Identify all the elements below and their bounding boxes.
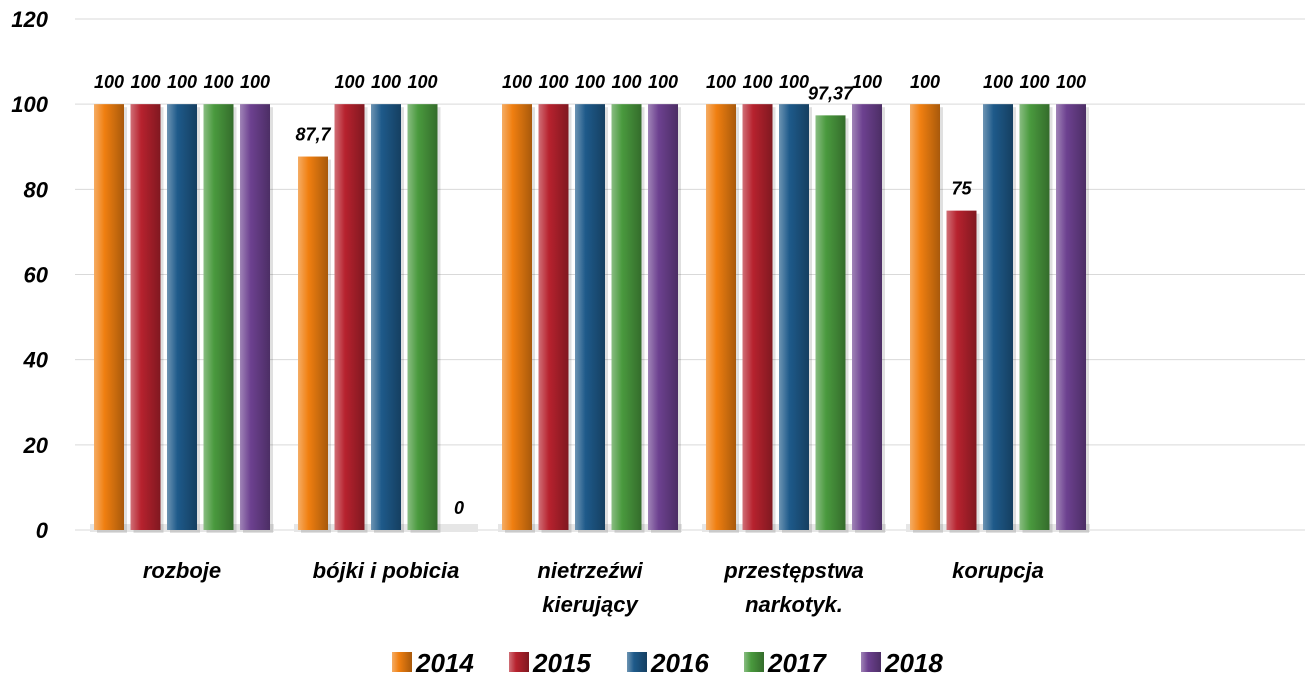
bar-2017-1 [407, 104, 438, 531]
data-label: 100 [538, 72, 568, 92]
bar-2018-2 [648, 104, 678, 531]
data-label: 100 [240, 72, 270, 92]
data-label: 87,7 [295, 125, 331, 145]
legend-item-2017: 2017 [744, 648, 827, 678]
bars [94, 104, 1089, 534]
legend-swatch [861, 652, 881, 672]
legend-swatch [509, 652, 529, 672]
legend-label: 2018 [884, 648, 943, 678]
category-label: bójki i pobicia [313, 558, 460, 583]
data-label: 100 [983, 72, 1013, 92]
bar-2016-1 [371, 104, 401, 531]
data-label: 100 [334, 72, 364, 92]
data-label: 0 [454, 498, 464, 518]
legend-item-2018: 2018 [861, 648, 943, 678]
y-tick-label: 0 [36, 518, 49, 543]
bar-2018-4 [1056, 104, 1086, 531]
data-label: 100 [130, 72, 160, 92]
bar-2018-0 [240, 104, 270, 531]
bar-2014-2 [502, 104, 532, 531]
legend-label: 2016 [650, 648, 709, 678]
data-label: 100 [852, 72, 882, 92]
bar-2015-2 [538, 104, 569, 531]
data-label: 100 [203, 72, 233, 92]
data-label: 100 [1056, 72, 1086, 92]
category-label: nietrzeźwi kierujący [537, 558, 643, 617]
legend-label: 2017 [767, 648, 827, 678]
bar-2017-3 [815, 115, 846, 530]
legend-swatch [744, 652, 764, 672]
legend-item-2014: 2014 [392, 648, 474, 678]
bar-2014-4 [910, 104, 940, 531]
bar-2016-3 [779, 104, 809, 531]
category-labels: rozboje bójki i pobicia nietrzeźwi kierując… [143, 558, 1044, 617]
data-label: 100 [779, 72, 809, 92]
legend-swatch [627, 652, 647, 672]
category-label: korupcja [952, 558, 1044, 583]
legend-item-2016: 2016 [627, 648, 709, 678]
bar-2014-0 [94, 104, 124, 531]
data-label: 100 [910, 72, 940, 92]
data-label: 100 [167, 72, 197, 92]
data-label: 100 [407, 72, 437, 92]
data-labels: 100 100 100 100 100 87,7 100 100 100 0 100 100 100 10… [94, 72, 1086, 518]
legend: 2014 2015 2016 2017 2018 [392, 648, 943, 678]
y-tick-label: 100 [11, 92, 48, 117]
legend-label: 2014 [415, 648, 474, 678]
y-axis-ticks: 0 20 40 60 80 100 120 [11, 7, 48, 543]
y-tick-label: 80 [24, 177, 49, 202]
bar-2015-4 [946, 210, 977, 530]
data-label: 100 [502, 72, 532, 92]
data-label: 97,37 [808, 83, 854, 103]
category-label: przestępstwa narkotyk. [723, 558, 863, 617]
data-label: 75 [951, 179, 972, 199]
data-label: 100 [611, 72, 641, 92]
y-tick-label: 60 [24, 263, 49, 288]
bar-2018-3 [852, 104, 882, 531]
bar-2015-1 [334, 104, 365, 531]
category-label: rozboje [143, 558, 221, 583]
bar-2015-3 [742, 104, 773, 531]
bar-2017-2 [611, 104, 642, 531]
data-label: 100 [371, 72, 401, 92]
bar-2016-4 [983, 104, 1013, 531]
bar-2015-0 [130, 104, 161, 531]
bar-2016-2 [575, 104, 605, 531]
legend-label: 2015 [532, 648, 591, 678]
bar-2017-0 [203, 104, 234, 531]
bar-2014-1 [298, 156, 328, 530]
legend-swatch [392, 652, 412, 672]
data-label: 100 [742, 72, 772, 92]
legend-item-2015: 2015 [509, 648, 591, 678]
data-label: 100 [1019, 72, 1049, 92]
data-label: 100 [575, 72, 605, 92]
data-label: 100 [94, 72, 124, 92]
data-label: 100 [706, 72, 736, 92]
bar-2014-3 [706, 104, 736, 531]
y-tick-label: 20 [23, 433, 49, 458]
data-label: 100 [648, 72, 678, 92]
y-tick-label: 40 [23, 348, 49, 373]
bar-2017-4 [1019, 104, 1050, 531]
y-tick-label: 120 [11, 7, 48, 32]
bar-2016-0 [167, 104, 197, 531]
